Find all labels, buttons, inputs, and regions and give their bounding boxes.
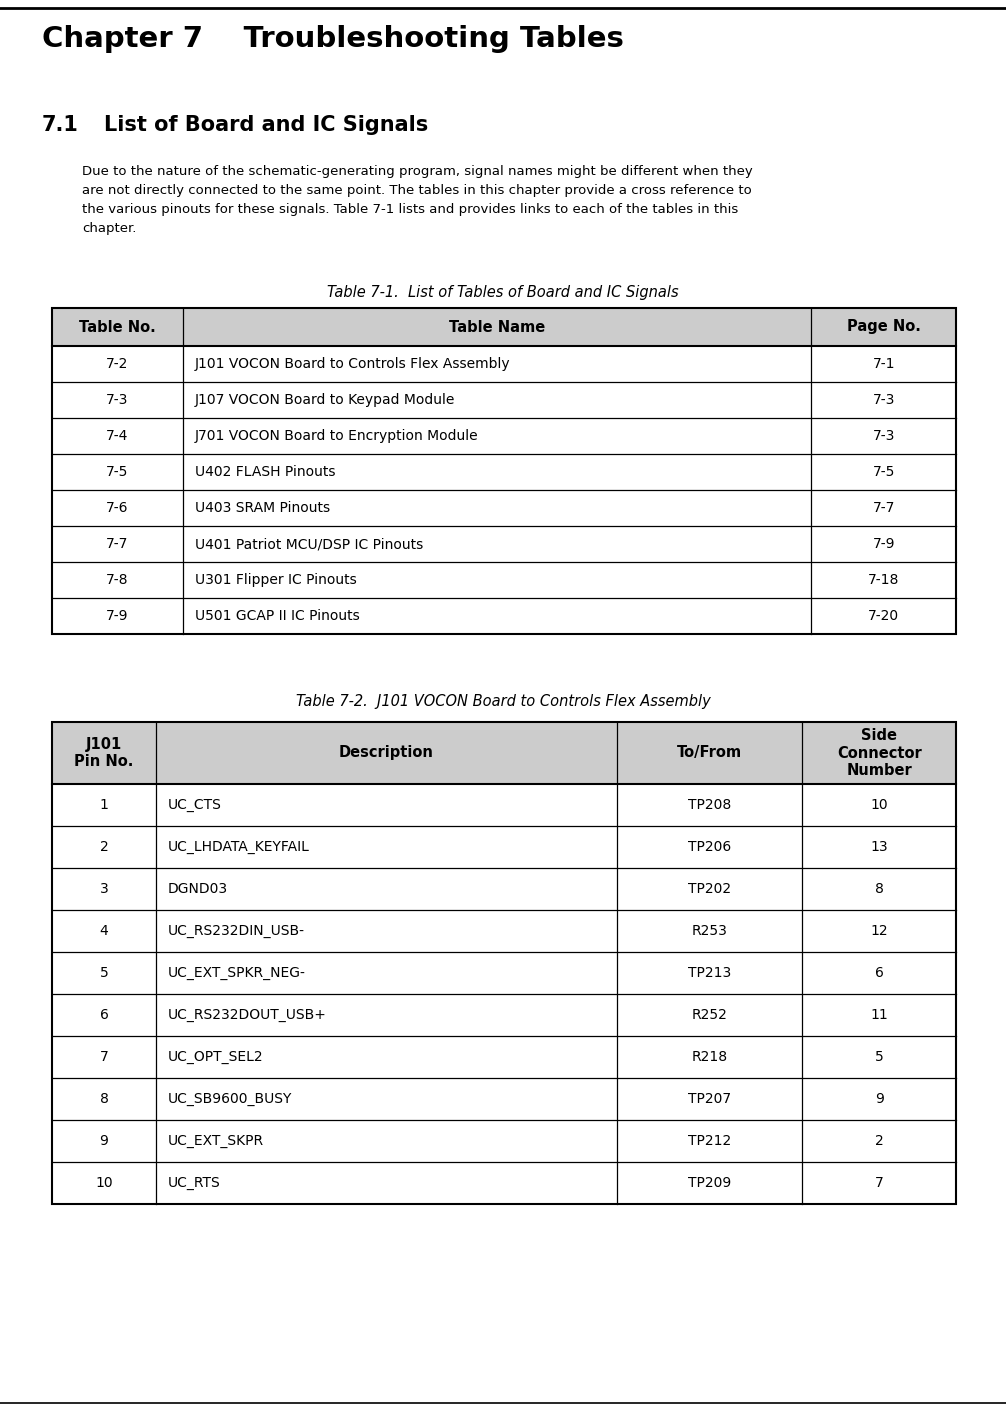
Text: 7-8: 7-8 (107, 573, 129, 587)
Text: J107 VOCON Board to Keypad Module: J107 VOCON Board to Keypad Module (195, 393, 456, 407)
Text: the various pinouts for these signals. Table 7-1 lists and provides links to eac: the various pinouts for these signals. T… (82, 203, 738, 215)
Text: Table No.: Table No. (79, 320, 156, 335)
Text: Table Name: Table Name (449, 320, 545, 335)
Text: R253: R253 (692, 924, 727, 938)
Text: 5: 5 (100, 966, 109, 980)
Text: 7-1: 7-1 (872, 358, 895, 370)
Text: Side
Connector
Number: Side Connector Number (837, 728, 921, 777)
Text: TP212: TP212 (688, 1133, 731, 1148)
Text: 7-9: 7-9 (107, 610, 129, 622)
Text: 7-20: 7-20 (868, 610, 899, 622)
Text: U501 GCAP II IC Pinouts: U501 GCAP II IC Pinouts (195, 610, 360, 622)
Text: U402 FLASH Pinouts: U402 FLASH Pinouts (195, 465, 336, 479)
Text: 13: 13 (870, 841, 888, 855)
Text: Due to the nature of the schematic-generating program, signal names might be dif: Due to the nature of the schematic-gener… (82, 165, 752, 177)
Text: UC_SB9600_BUSY: UC_SB9600_BUSY (168, 1093, 293, 1107)
Text: 7-3: 7-3 (872, 393, 895, 407)
Text: UC_EXT_SKPR: UC_EXT_SKPR (168, 1133, 265, 1148)
Text: UC_CTS: UC_CTS (168, 798, 222, 812)
Text: Chapter 7    Troubleshooting Tables: Chapter 7 Troubleshooting Tables (42, 25, 624, 54)
Text: UC_RS232DIN_USB-: UC_RS232DIN_USB- (168, 924, 305, 938)
Text: 7-6: 7-6 (107, 501, 129, 515)
Text: Page No.: Page No. (847, 320, 920, 335)
Text: J101
Pin No.: J101 Pin No. (74, 736, 134, 769)
Text: Table 7-1.  List of Tables of Board and IC Signals: Table 7-1. List of Tables of Board and I… (327, 284, 679, 300)
Text: Table 7-2.  J101 VOCON Board to Controls Flex Assembly: Table 7-2. J101 VOCON Board to Controls … (296, 694, 710, 710)
Text: 9: 9 (875, 1093, 883, 1107)
Text: TP206: TP206 (688, 841, 731, 855)
Text: J101 VOCON Board to Controls Flex Assembly: J101 VOCON Board to Controls Flex Assemb… (195, 358, 511, 370)
Text: To/From: To/From (677, 745, 742, 760)
Text: 7-9: 7-9 (872, 536, 895, 551)
Bar (52, 308, 956, 346)
Text: Description: Description (339, 745, 434, 760)
Text: 7-3: 7-3 (872, 429, 895, 444)
Text: U301 Flipper IC Pinouts: U301 Flipper IC Pinouts (195, 573, 357, 587)
Text: U401 Patriot MCU/DSP IC Pinouts: U401 Patriot MCU/DSP IC Pinouts (195, 536, 424, 551)
Text: 1: 1 (100, 798, 109, 812)
Text: U403 SRAM Pinouts: U403 SRAM Pinouts (195, 501, 330, 515)
Text: 7: 7 (100, 1050, 109, 1064)
Text: 7-2: 7-2 (107, 358, 129, 370)
Text: 10: 10 (870, 798, 888, 812)
Text: 11: 11 (870, 1008, 888, 1022)
Text: 7-18: 7-18 (868, 573, 899, 587)
Text: 9: 9 (100, 1133, 109, 1148)
Text: UC_LHDATA_KEYFAIL: UC_LHDATA_KEYFAIL (168, 841, 310, 855)
Text: 7-5: 7-5 (872, 465, 895, 479)
Text: 7-7: 7-7 (107, 536, 129, 551)
Bar (52, 722, 956, 784)
Text: 4: 4 (100, 924, 109, 938)
Text: UC_EXT_SPKR_NEG-: UC_EXT_SPKR_NEG- (168, 966, 306, 980)
Text: DGND03: DGND03 (168, 881, 228, 895)
Text: 12: 12 (870, 924, 888, 938)
Text: 7-3: 7-3 (107, 393, 129, 407)
Text: TP213: TP213 (688, 966, 731, 980)
Text: are not directly connected to the same point. The tables in this chapter provide: are not directly connected to the same p… (82, 184, 751, 197)
Text: UC_RTS: UC_RTS (168, 1176, 220, 1190)
Text: R218: R218 (691, 1050, 727, 1064)
Bar (52, 722, 956, 1204)
Text: 2: 2 (100, 841, 109, 855)
Text: 6: 6 (100, 1008, 109, 1022)
Text: 8: 8 (875, 881, 883, 895)
Text: 7-4: 7-4 (107, 429, 129, 444)
Text: 10: 10 (96, 1176, 113, 1190)
Text: J701 VOCON Board to Encryption Module: J701 VOCON Board to Encryption Module (195, 429, 479, 444)
Text: 7.1: 7.1 (42, 115, 78, 135)
Text: 5: 5 (875, 1050, 883, 1064)
Text: List of Board and IC Signals: List of Board and IC Signals (104, 115, 429, 135)
Text: R252: R252 (692, 1008, 727, 1022)
Text: 7-7: 7-7 (872, 501, 895, 515)
Text: UC_RS232DOUT_USB+: UC_RS232DOUT_USB+ (168, 1008, 327, 1022)
Text: TP209: TP209 (688, 1176, 731, 1190)
Text: chapter.: chapter. (82, 222, 137, 235)
Text: UC_OPT_SEL2: UC_OPT_SEL2 (168, 1050, 264, 1064)
Bar (52, 308, 956, 634)
Text: 6: 6 (875, 966, 883, 980)
Text: 7: 7 (875, 1176, 883, 1190)
Text: TP202: TP202 (688, 881, 731, 895)
Text: 7-5: 7-5 (107, 465, 129, 479)
Text: 3: 3 (100, 881, 109, 895)
Text: TP207: TP207 (688, 1093, 731, 1107)
Text: 8: 8 (100, 1093, 109, 1107)
Text: 2: 2 (875, 1133, 883, 1148)
Text: TP208: TP208 (688, 798, 731, 812)
